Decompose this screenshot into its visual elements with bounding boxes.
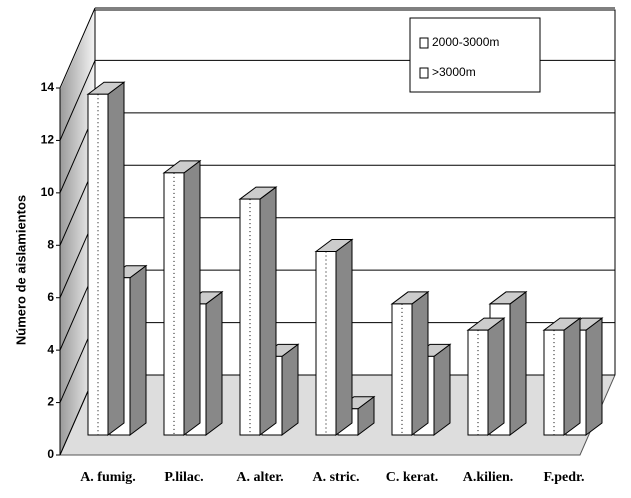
bar-front: [163, 172, 185, 436]
y-axis-label: Número de aislamientos: [13, 195, 28, 345]
y-tick-label: 10: [41, 185, 55, 199]
bar-side: [281, 343, 299, 436]
bar-side: [411, 290, 429, 436]
bar: [86, 81, 126, 436]
bar: [162, 159, 202, 436]
y-tick-label: 0: [47, 447, 54, 461]
y-tick-label: 8: [47, 237, 54, 251]
bar: [466, 317, 506, 436]
bar-side: [585, 317, 603, 436]
bar-side: [183, 159, 201, 436]
bar-side: [433, 343, 451, 436]
bar-side: [487, 317, 505, 436]
grid-line: [59, 7, 96, 89]
y-tick-label: 14: [41, 80, 55, 94]
bar: [314, 238, 354, 436]
y-tick-label: 6: [47, 290, 54, 304]
y-tick-label: 12: [41, 133, 55, 147]
bar-front: [391, 303, 413, 436]
bar-side: [259, 186, 277, 436]
bar-front: [315, 251, 337, 436]
x-tick-label: C. kerat.: [386, 470, 439, 485]
y-tick-label: 2: [47, 395, 54, 409]
bars: [86, 81, 604, 436]
bar-side: [129, 264, 147, 436]
y-tick-label: 4: [47, 342, 54, 356]
bar-side: [563, 317, 581, 436]
legend-entries: 2000-3000m >3000m: [419, 35, 499, 79]
x-tick-label: A.kilien.: [463, 470, 514, 485]
x-tick-label: A. alter.: [236, 470, 283, 485]
legend-label: 2000-3000m: [432, 35, 499, 49]
x-tick-label: A. fumig.: [80, 470, 136, 485]
bar: [390, 290, 430, 436]
bar-front: [87, 93, 109, 436]
x-tick-label: A. stric.: [312, 470, 359, 485]
bar-side: [509, 290, 527, 436]
bar-side: [205, 290, 223, 436]
bar: [542, 317, 582, 436]
legend-swatch: [419, 67, 429, 79]
legend-label: >3000m: [432, 65, 476, 79]
bar-side: [107, 81, 125, 436]
bar-side: [335, 238, 353, 436]
x-tick-label: F.pedr.: [544, 470, 585, 485]
grid-line: [59, 60, 96, 141]
bar: [238, 186, 278, 436]
x-tick-label: P.lilac.: [164, 470, 203, 485]
legend-swatch: [419, 37, 429, 49]
legend: [409, 17, 541, 93]
